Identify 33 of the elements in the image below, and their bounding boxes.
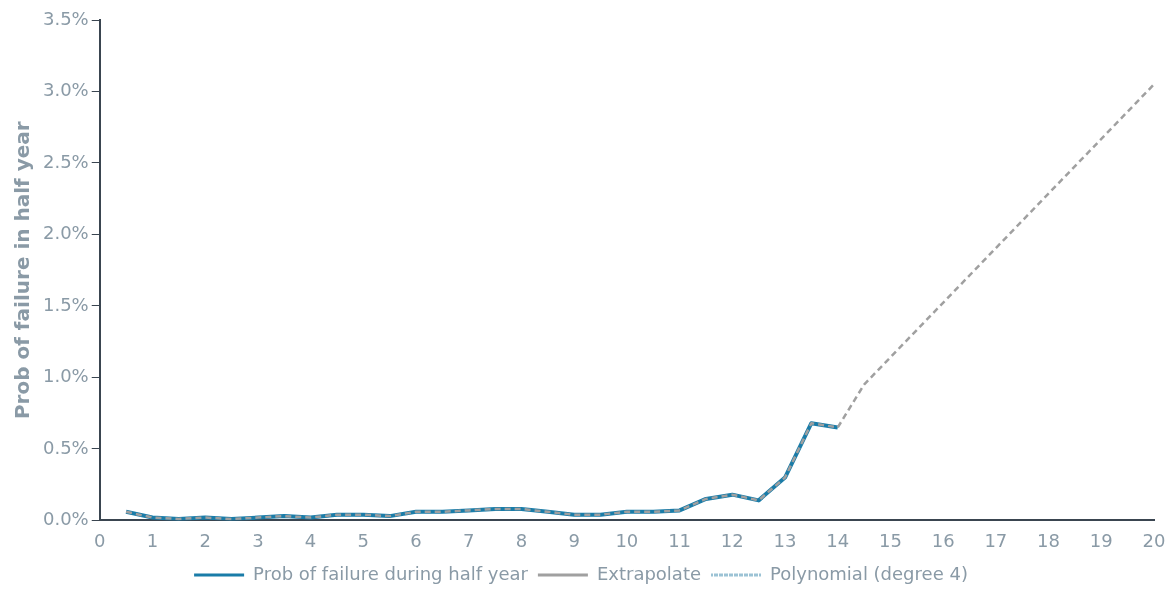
x-tick-label: 3: [252, 529, 264, 551]
legend-label: Prob of failure during half year: [253, 562, 529, 584]
x-tick-label: 19: [1089, 529, 1113, 551]
x-tick-label: 17: [984, 529, 1008, 551]
y-tick-label: 2.0%: [43, 222, 89, 244]
y-tick-label: 2.5%: [43, 150, 89, 172]
y-tick-label: 3.0%: [43, 79, 89, 101]
x-tick-label: 14: [826, 529, 850, 551]
y-tick-label: 1.0%: [43, 365, 89, 387]
x-tick-label: 5: [357, 529, 370, 551]
y-tick-label: 3.5%: [43, 7, 89, 29]
y-axis-title: Prob of failure in half year: [10, 121, 35, 420]
x-tick-label: 0: [94, 529, 106, 551]
x-tick-label: 18: [1037, 529, 1061, 551]
x-tick-label: 8: [515, 529, 528, 551]
x-tick-label: 4: [304, 529, 317, 551]
y-tick-label: 0.0%: [43, 508, 89, 530]
x-tick-label: 7: [463, 529, 475, 551]
x-tick-label: 10: [615, 529, 639, 551]
legend-label: Polynomial (degree 4): [770, 562, 968, 584]
x-tick-label: 9: [568, 529, 580, 551]
x-tick-label: 13: [773, 529, 797, 551]
y-tick-label: 1.5%: [43, 293, 89, 315]
x-tick-label: 6: [410, 529, 422, 551]
y-tick-label: 0.5%: [43, 436, 89, 458]
legend-label: Extrapolate: [596, 562, 702, 584]
x-tick-label: 12: [720, 529, 744, 551]
x-tick-label: 20: [1142, 529, 1166, 551]
x-tick-label: 1: [146, 529, 159, 551]
x-tick-label: 11: [668, 529, 692, 551]
x-tick-label: 15: [878, 529, 902, 551]
x-tick-label: 16: [931, 529, 955, 551]
x-tick-label: 2: [199, 529, 211, 551]
